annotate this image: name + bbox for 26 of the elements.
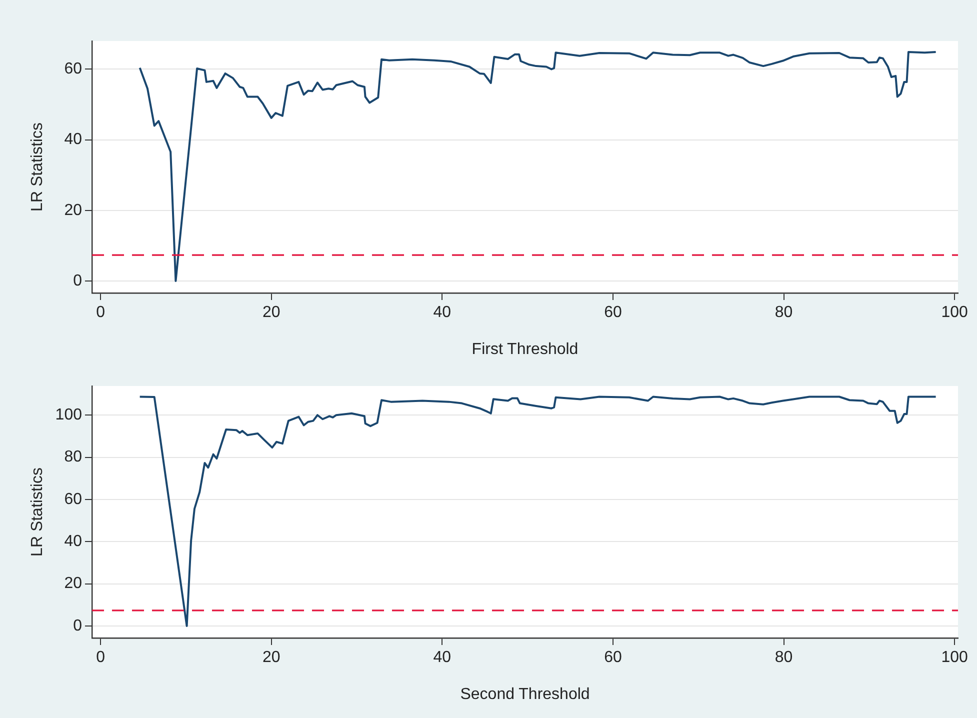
y-tick-label: 40: [64, 533, 82, 550]
x-tick-label: 40: [433, 304, 452, 322]
y-axis-title: LR Statistics: [29, 468, 46, 556]
y-tick-label: 40: [64, 131, 82, 148]
x-axis-title: Second Threshold: [460, 686, 590, 703]
x-tick-label: 80: [774, 304, 793, 322]
y-tick-label: 60: [64, 490, 82, 508]
x-tick-label: 60: [604, 304, 622, 322]
y-tick-label: 80: [64, 448, 82, 466]
y-tick-label: 0: [73, 272, 82, 290]
x-tick-label: 0: [96, 304, 106, 322]
y-tick-label: 20: [64, 575, 82, 592]
y-tick-label: 100: [55, 406, 82, 424]
x-tick-label: 20: [262, 649, 280, 666]
x-tick-label: 40: [433, 649, 452, 666]
y-tick-label: 0: [73, 617, 82, 634]
x-tick-label: 0: [96, 649, 106, 666]
x-axis-title: First Threshold: [472, 340, 578, 358]
y-tick-label: 20: [64, 202, 82, 219]
x-tick-label: 100: [941, 649, 968, 666]
x-tick-label: 80: [774, 649, 793, 666]
x-tick-label: 20: [262, 304, 280, 322]
y-tick-label: 60: [64, 60, 82, 78]
y-axis-title: LR Statistics: [29, 122, 46, 212]
x-tick-label: 60: [604, 649, 622, 666]
x-tick-label: 100: [941, 304, 968, 322]
